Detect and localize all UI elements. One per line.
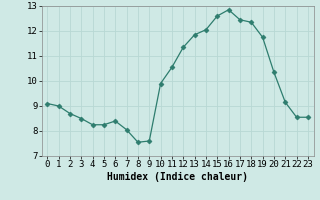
X-axis label: Humidex (Indice chaleur): Humidex (Indice chaleur) — [107, 172, 248, 182]
